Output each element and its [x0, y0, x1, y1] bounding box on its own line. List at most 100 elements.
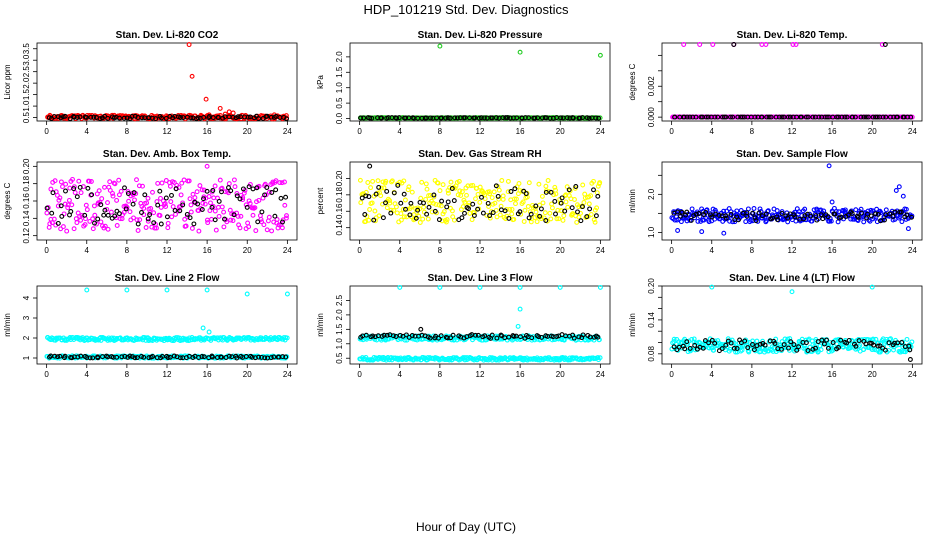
- data-point: [150, 354, 156, 359]
- data-point: [469, 217, 475, 223]
- y-tick-label: 1.5: [335, 66, 344, 78]
- data-point: [556, 216, 562, 222]
- data-point: [98, 202, 104, 208]
- data-point: [744, 339, 750, 345]
- data-point: [793, 218, 799, 224]
- data-point: [107, 187, 113, 193]
- data-point: [564, 115, 570, 121]
- data-point: [132, 197, 137, 203]
- data-point: [165, 225, 171, 231]
- data-point: [567, 188, 573, 194]
- data-point: [55, 354, 61, 360]
- data-point: [522, 207, 528, 213]
- data-point: [580, 182, 586, 188]
- series-secondary: [359, 163, 601, 224]
- series-main: [45, 42, 290, 122]
- outlier-point: [697, 42, 703, 47]
- data-point: [158, 204, 164, 210]
- data-point: [55, 203, 61, 209]
- outlier-point: [681, 42, 687, 47]
- plot-frame: [36, 42, 298, 122]
- data-point: [116, 211, 122, 217]
- data-point: [117, 115, 122, 121]
- data-point: [588, 212, 594, 217]
- outlier-point: [597, 52, 603, 58]
- data-point: [697, 214, 703, 219]
- y-tick-label: 0.002: [647, 76, 656, 97]
- data-point: [779, 210, 785, 216]
- data-point: [185, 214, 190, 220]
- data-point: [533, 203, 539, 209]
- data-point: [777, 114, 782, 120]
- data-point: [101, 212, 107, 218]
- data-point: [517, 209, 523, 215]
- data-point: [509, 206, 515, 212]
- data-point: [85, 185, 91, 191]
- data-point: [899, 219, 905, 225]
- data-point: [844, 340, 850, 346]
- x-tick-label: 24: [596, 127, 605, 136]
- data-point: [891, 347, 896, 353]
- data-point: [252, 205, 258, 211]
- data-point: [448, 179, 454, 185]
- data-point: [199, 354, 205, 359]
- data-point: [140, 183, 145, 189]
- plot-frame: [661, 285, 923, 365]
- data-point: [768, 114, 774, 120]
- outlier-point: [517, 49, 523, 55]
- data-point: [580, 115, 585, 121]
- data-point: [494, 335, 500, 341]
- data-point: [168, 199, 174, 205]
- data-point: [55, 114, 61, 120]
- data-point: [553, 191, 559, 197]
- data-point: [57, 195, 63, 201]
- data-point: [688, 217, 694, 223]
- data-point: [526, 215, 532, 221]
- data-point: [899, 340, 905, 345]
- data-point: [684, 339, 690, 345]
- y-axis-label: ml/min: [316, 313, 325, 337]
- outlier-point: [829, 199, 835, 205]
- data-point: [570, 211, 576, 217]
- data-point: [802, 206, 808, 212]
- y-tick-label: 1.0: [647, 226, 656, 238]
- data-point: [566, 187, 572, 193]
- data-point: [366, 194, 372, 200]
- data-point: [143, 225, 149, 230]
- data-point: [796, 344, 802, 350]
- x-tick-label: 20: [868, 370, 877, 379]
- data-point: [596, 115, 602, 121]
- data-point: [114, 197, 120, 203]
- data-point: [50, 190, 56, 196]
- data-point: [909, 214, 915, 220]
- series-secondary: [358, 326, 601, 341]
- data-point: [496, 196, 502, 202]
- data-point: [799, 213, 805, 218]
- x-tick-label: 4: [710, 127, 715, 136]
- data-point: [256, 116, 261, 122]
- data-point: [731, 340, 737, 346]
- data-point: [861, 114, 867, 120]
- data-point: [262, 355, 268, 361]
- data-point: [127, 209, 133, 215]
- data-point: [124, 115, 130, 121]
- y-tick-label: 1.5: [22, 89, 31, 101]
- data-point: [490, 210, 496, 216]
- y-tick-label: 1.0: [335, 338, 344, 350]
- x-tick-label: 16: [828, 370, 837, 379]
- data-point: [216, 198, 222, 204]
- data-point: [849, 211, 855, 216]
- data-point: [692, 347, 698, 353]
- data-point: [90, 216, 96, 222]
- outlier-point: [907, 357, 913, 362]
- data-point: [136, 183, 142, 189]
- data-point: [169, 192, 174, 198]
- data-point: [508, 189, 514, 194]
- x-tick-label: 4: [398, 370, 403, 379]
- data-point: [145, 195, 151, 201]
- outlier-point: [515, 323, 521, 329]
- x-tick-label: 20: [868, 246, 877, 255]
- data-point: [71, 226, 77, 232]
- data-point: [383, 178, 389, 184]
- data-point: [256, 354, 262, 360]
